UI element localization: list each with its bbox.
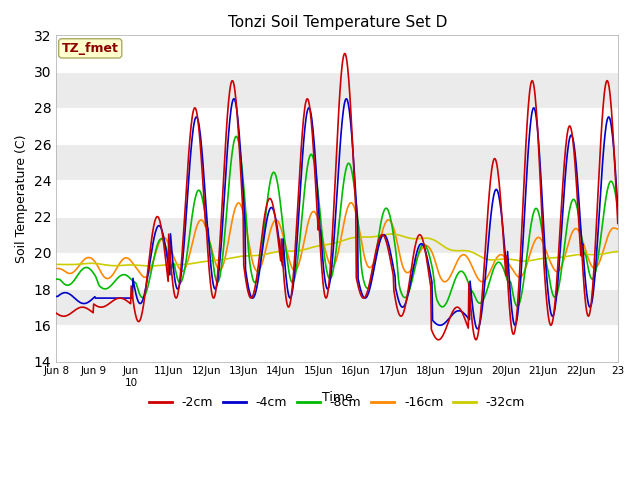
Bar (56, 289, 618, 325)
Legend: -2cm, -4cm, -8cm, -16cm, -32cm: -2cm, -4cm, -8cm, -16cm, -32cm (145, 391, 530, 414)
X-axis label: Time: Time (322, 391, 353, 404)
Bar (56, 36, 618, 72)
Bar (56, 325, 618, 361)
Title: Tonzi Soil Temperature Set D: Tonzi Soil Temperature Set D (228, 15, 447, 30)
Y-axis label: Soil Temperature (C): Soil Temperature (C) (15, 134, 28, 263)
Bar (56, 253, 618, 289)
Bar (56, 180, 618, 216)
Bar (56, 216, 618, 253)
Bar (56, 108, 618, 144)
Bar (56, 72, 618, 108)
Text: TZ_fmet: TZ_fmet (62, 42, 118, 55)
Bar (56, 144, 618, 180)
